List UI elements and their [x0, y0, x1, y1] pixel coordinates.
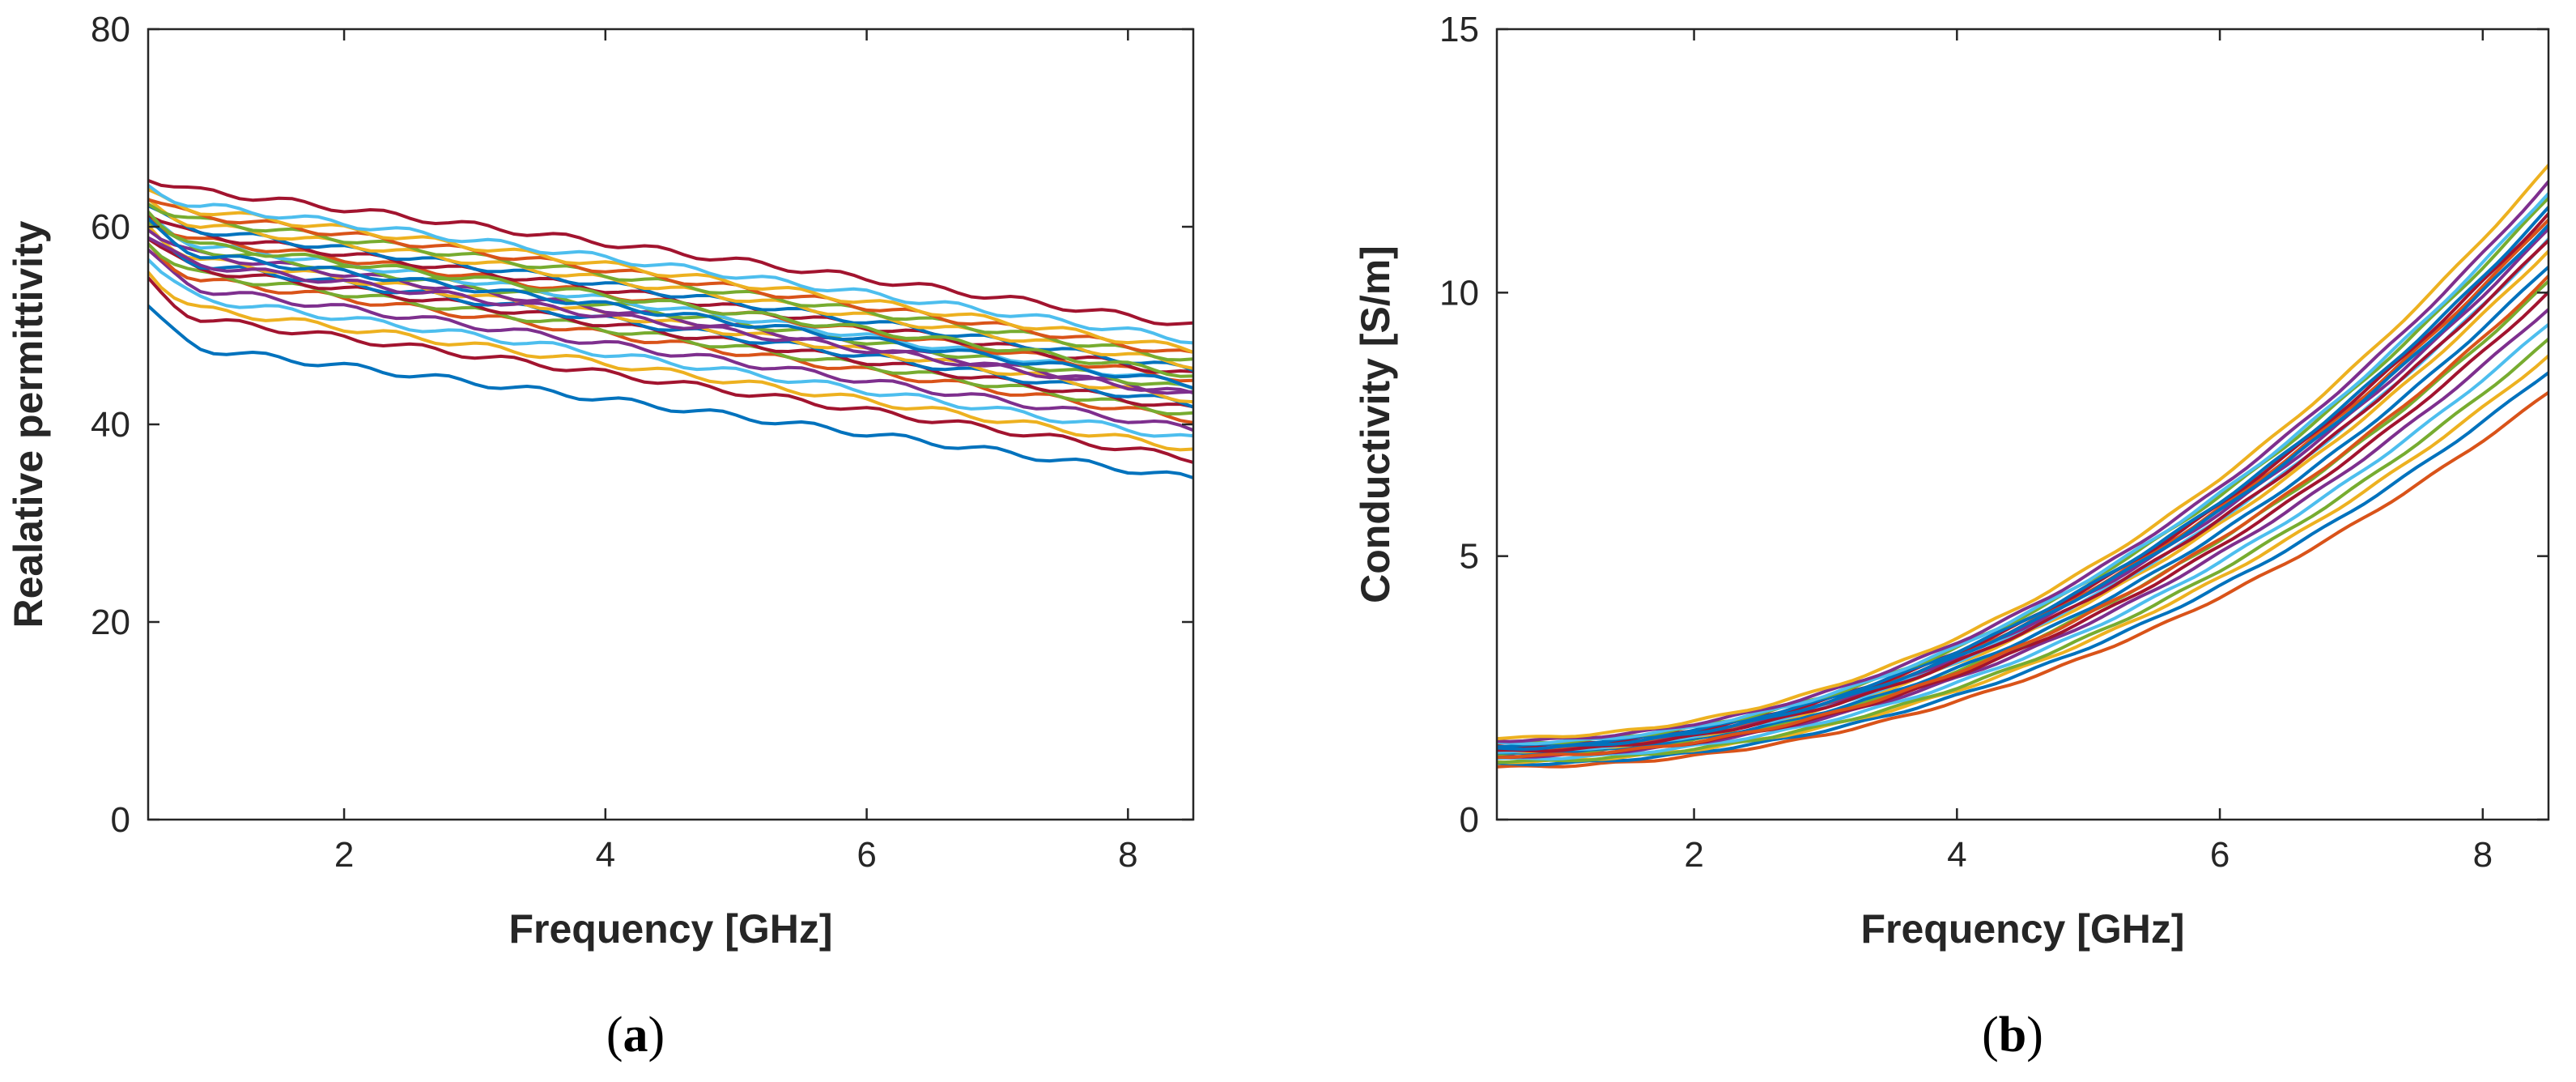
series-line-s4: [148, 258, 1193, 438]
y-tick-label: 60: [91, 207, 130, 247]
series-line-c2: [1497, 371, 2548, 767]
series-line-c16: [1497, 196, 2548, 745]
series-line-s24: [148, 216, 1193, 390]
series-line-c22: [1497, 274, 2548, 760]
plot-frame: [1495, 28, 2550, 821]
series-line-s16: [148, 204, 1193, 373]
series-line-s22: [148, 178, 1193, 326]
series-group: [1497, 164, 2548, 769]
x-tick-label: 8: [2473, 835, 2493, 875]
x-axis-label: Frequency [GHz]: [1860, 906, 2184, 952]
series-line-s21: [148, 183, 1193, 345]
series-line-c19: [1497, 164, 2548, 741]
x-tick-label: 4: [596, 835, 615, 875]
x-tick-label: 2: [1684, 835, 1703, 875]
y-axis-label: Realative permittivity: [6, 220, 51, 628]
y-axis-label: Conductivity [S/m]: [1353, 245, 1398, 603]
y-tick-label: 0: [1460, 800, 1479, 840]
x-tick-label: 8: [1118, 835, 1137, 875]
series-line-c11: [1497, 237, 2548, 754]
panel-label: (a): [606, 1007, 665, 1063]
series-line-c20: [1497, 239, 2548, 753]
series-line-c9: [1497, 265, 2548, 756]
x-tick-label: 6: [857, 835, 876, 875]
x-tick-label: 2: [334, 835, 354, 875]
series-line-s2: [148, 275, 1193, 464]
y-tick-label: 0: [111, 800, 130, 840]
series-line-c4: [1497, 337, 2548, 765]
series-line-c7: [1497, 290, 2548, 760]
y-tick-label: 10: [1439, 273, 1479, 313]
y-tick-label: 15: [1439, 10, 1479, 49]
series-line-s9: [148, 227, 1193, 409]
x-axis-label: Frequency [GHz]: [508, 906, 832, 952]
series-line-s3: [148, 270, 1193, 452]
y-tick-label: 80: [91, 10, 130, 49]
panel-label: (b): [1982, 1007, 2043, 1063]
y-tick-label: 5: [1460, 537, 1479, 577]
x-tick-label: 6: [2210, 835, 2230, 875]
series-line-s20: [148, 188, 1193, 354]
series-line-c5: [1497, 322, 2548, 761]
series-line-c18: [1497, 180, 2548, 743]
series-line-c21: [1497, 223, 2548, 752]
series-line-s1: [148, 304, 1193, 479]
series-line-c17: [1497, 192, 2548, 746]
y-tick-label: 20: [91, 603, 130, 642]
plot-frame: [147, 28, 1195, 821]
series-group: [148, 178, 1193, 479]
y-tick-label: 40: [91, 405, 130, 445]
series-line-s23: [148, 236, 1193, 395]
series-line-c12: [1497, 227, 2548, 751]
series-line-s5: [148, 248, 1193, 432]
series-line-c1: [1497, 390, 2548, 769]
series-line-s25: [148, 210, 1193, 378]
panel-b-chart: 2 4 6 8 0 5 10 15 Frequency [GHz] Conductivity [S…: [1353, 10, 2550, 1063]
x-tick-label: 4: [1947, 835, 1966, 875]
